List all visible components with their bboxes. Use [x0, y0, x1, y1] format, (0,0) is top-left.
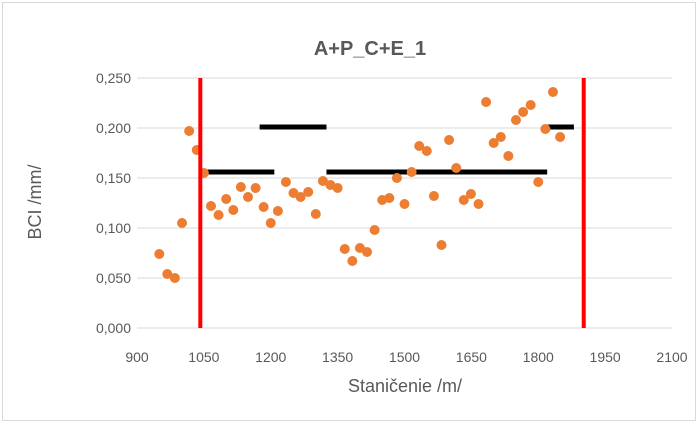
data-point [162, 269, 173, 279]
y-tick-label: 0,150 [96, 170, 131, 186]
data-point [436, 240, 447, 250]
data-point [495, 132, 506, 142]
y-tick-label: 0,050 [96, 270, 131, 286]
boundary-lines [198, 78, 586, 328]
data-point [533, 177, 544, 187]
x-axis-ticks: 900 1050 1200 1350 1500 1650 1800 1950 2100 [125, 349, 687, 365]
data-point [428, 191, 439, 201]
data-point [451, 163, 462, 173]
x-tick-label: 1800 [523, 349, 554, 365]
threshold-segments [200, 124, 574, 175]
y-tick-label: 0,200 [96, 120, 131, 136]
data-point [481, 97, 492, 107]
data-point [540, 124, 551, 134]
data-point [399, 199, 410, 209]
data-point [235, 182, 246, 192]
x-tick-label: 900 [125, 349, 149, 365]
data-point [555, 132, 566, 142]
data-point [206, 201, 217, 211]
data-point [465, 189, 476, 199]
data-point [458, 195, 469, 205]
data-point [384, 193, 395, 203]
data-point [213, 210, 224, 220]
data-point [169, 273, 180, 283]
data-point [221, 194, 232, 204]
y-axis-title: BCI /mm/ [25, 165, 45, 240]
data-point [303, 187, 314, 197]
data-point [258, 202, 269, 212]
data-point [228, 205, 239, 215]
y-tick-label: 0,100 [96, 220, 131, 236]
data-point [503, 151, 514, 161]
data-point [421, 146, 432, 156]
data-point [243, 192, 254, 202]
chart-title: A+P_C+E_1 [314, 38, 426, 60]
data-point [265, 218, 276, 228]
data-point [154, 249, 165, 259]
data-points [154, 87, 566, 283]
data-point [525, 100, 536, 110]
data-point [339, 244, 350, 254]
data-point [272, 206, 283, 216]
data-point [310, 209, 321, 219]
data-point [444, 135, 455, 145]
x-tick-label: 1500 [389, 349, 420, 365]
data-point [510, 115, 521, 125]
x-tick-label: 1350 [322, 349, 353, 365]
x-tick-label: 1650 [456, 349, 487, 365]
x-tick-label: 2100 [656, 349, 687, 365]
data-point [347, 256, 358, 266]
data-point [177, 218, 188, 228]
data-point [280, 177, 291, 187]
data-point [369, 225, 380, 235]
data-point [518, 107, 529, 117]
x-axis-title: Staničenie /m/ [348, 376, 462, 396]
data-point [391, 173, 402, 183]
y-tick-label: 0,250 [96, 70, 131, 86]
y-tick-label: 0,000 [96, 320, 131, 336]
data-point [414, 141, 425, 151]
data-point [250, 183, 261, 193]
data-point [362, 247, 373, 257]
data-point [332, 183, 343, 193]
y-axis-ticks: 0,000 0,050 0,100 0,150 0,200 0,250 [96, 70, 131, 336]
x-tick-label: 1950 [590, 349, 621, 365]
data-point [473, 199, 484, 209]
x-tick-label: 1050 [188, 349, 219, 365]
x-tick-label: 1200 [255, 349, 286, 365]
data-point [406, 167, 417, 177]
data-point [295, 192, 306, 202]
data-point [488, 138, 499, 148]
data-point [317, 176, 328, 186]
data-point [547, 87, 558, 97]
data-point [184, 126, 195, 136]
